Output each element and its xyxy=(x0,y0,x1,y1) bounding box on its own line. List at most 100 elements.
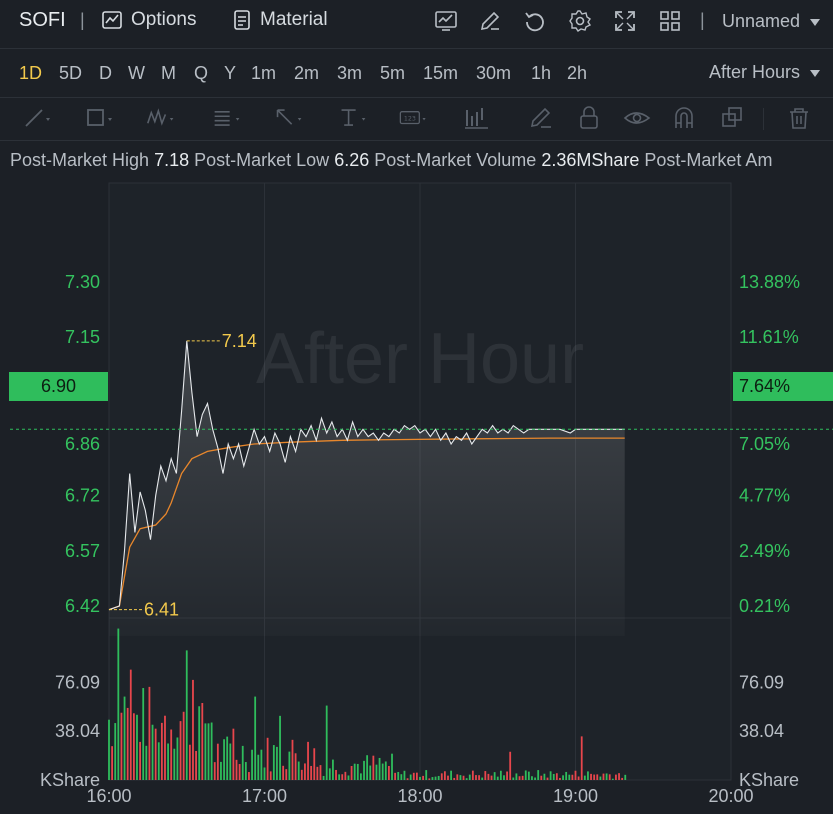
fib-tool-icon[interactable] xyxy=(212,104,242,132)
volume-bar xyxy=(338,774,341,780)
volume-bar xyxy=(148,686,151,780)
volume-bar xyxy=(521,775,524,780)
interval-2m[interactable]: 2m xyxy=(294,63,320,83)
volume-bar xyxy=(307,741,309,780)
volume-bar xyxy=(344,771,347,780)
interval-5d[interactable]: 5D xyxy=(59,63,83,83)
volume-bar xyxy=(599,776,602,780)
interval-d[interactable]: D xyxy=(99,63,112,83)
trend-line-tool-icon[interactable] xyxy=(22,104,52,132)
volume-unit-label: KShare xyxy=(40,770,100,790)
bar-pattern-tool-icon[interactable] xyxy=(462,104,492,132)
price-area xyxy=(109,340,625,636)
volume-bar xyxy=(369,765,372,780)
volume-bar xyxy=(272,745,275,780)
volume-bar xyxy=(478,775,480,780)
volume-bar xyxy=(571,774,574,780)
rectangle-tool-icon[interactable] xyxy=(84,104,114,132)
volume-bar xyxy=(574,770,577,780)
price-tick-label: 7.30 xyxy=(65,272,100,292)
volume-bar xyxy=(624,774,627,780)
interval-y[interactable]: Y xyxy=(224,63,237,83)
volume-bar xyxy=(422,775,425,780)
layers-icon[interactable] xyxy=(718,104,748,132)
interval-m[interactable]: M xyxy=(161,63,176,83)
volume-bar xyxy=(132,713,135,780)
divider xyxy=(763,108,764,130)
volume-bar xyxy=(335,769,337,780)
material-button[interactable]: Material xyxy=(232,9,328,31)
volume-bar xyxy=(297,761,300,780)
volume-bar xyxy=(388,765,390,780)
interval-1d[interactable]: 1D xyxy=(19,63,43,83)
price-label-tool-icon[interactable]: 123 xyxy=(398,104,428,132)
volume-bar xyxy=(263,767,266,780)
volume-bar xyxy=(611,778,614,780)
interval-1h[interactable]: 1h xyxy=(531,63,552,83)
volume-bar xyxy=(412,772,415,780)
volume-bar xyxy=(341,774,344,780)
fullscreen-icon[interactable] xyxy=(613,9,637,33)
layout-selector[interactable]: Unnamed xyxy=(722,11,821,32)
volume-bar xyxy=(375,764,378,780)
volume-bar xyxy=(605,773,608,780)
divider xyxy=(0,48,833,49)
session-label: After Hours xyxy=(708,62,800,82)
volume-bar xyxy=(481,777,484,780)
lock-icon[interactable] xyxy=(575,104,605,132)
volume-bar xyxy=(325,705,328,780)
wave-tool-icon[interactable] xyxy=(146,104,176,132)
interval-30m[interactable]: 30m xyxy=(476,63,512,83)
volume-bar xyxy=(260,749,263,780)
time-axis-label: 18:00 xyxy=(397,786,442,806)
interval-q[interactable]: Q xyxy=(194,63,209,83)
volume-bar xyxy=(534,777,536,780)
volume-bar xyxy=(503,775,505,780)
volume-bar xyxy=(160,722,163,780)
interval-2h[interactable]: 2h xyxy=(567,63,588,83)
edit-icon[interactable] xyxy=(478,9,502,33)
volume-bar xyxy=(139,741,141,780)
average-price-line xyxy=(108,437,625,611)
refresh-icon[interactable] xyxy=(523,9,547,33)
high-label: Post-Market High xyxy=(10,150,150,170)
volume-bar xyxy=(618,773,620,780)
volume-bar xyxy=(173,748,176,780)
volume-bar xyxy=(185,650,188,780)
volume-bar xyxy=(195,750,197,780)
layout-grid-icon[interactable] xyxy=(658,9,682,33)
price-chart[interactable]: After Hour7.307.157.016.866.726.576.4213… xyxy=(0,178,833,814)
interval-w[interactable]: W xyxy=(128,63,145,83)
volume-bar xyxy=(347,775,350,780)
interval-3m[interactable]: 3m xyxy=(337,63,363,83)
trash-icon[interactable] xyxy=(784,104,814,132)
volume-bar xyxy=(167,743,169,780)
arrow-tool-icon[interactable] xyxy=(274,104,304,132)
interval-1m[interactable]: 1m xyxy=(251,63,277,83)
volume-bar xyxy=(434,776,437,780)
options-button[interactable]: Options xyxy=(101,9,196,31)
interval-5m[interactable]: 5m xyxy=(380,63,406,83)
volume-bar xyxy=(515,773,518,780)
pen-tool-icon[interactable] xyxy=(527,104,557,132)
volume-bar xyxy=(204,723,207,780)
volume-bar xyxy=(120,712,123,780)
session-selector[interactable]: After Hours xyxy=(709,62,821,83)
interval-15m[interactable]: 15m xyxy=(423,63,459,83)
symbol-title[interactable]: SOFI xyxy=(19,9,66,31)
eye-icon[interactable] xyxy=(622,104,652,132)
volume-bar xyxy=(188,744,191,780)
volume-bar xyxy=(328,768,331,780)
text-tool-icon[interactable] xyxy=(338,104,368,132)
chart-settings-icon[interactable] xyxy=(434,9,458,33)
volume-bar xyxy=(136,714,138,780)
volume-bar xyxy=(164,715,166,780)
volume-bar xyxy=(310,765,313,780)
volume-bar xyxy=(126,707,129,780)
magnet-icon[interactable] xyxy=(670,104,700,132)
volume-bar xyxy=(363,760,365,780)
gear-icon[interactable] xyxy=(568,9,592,33)
volume-bar xyxy=(179,721,182,780)
volume-bar xyxy=(506,771,508,780)
volume-bar xyxy=(490,775,493,780)
